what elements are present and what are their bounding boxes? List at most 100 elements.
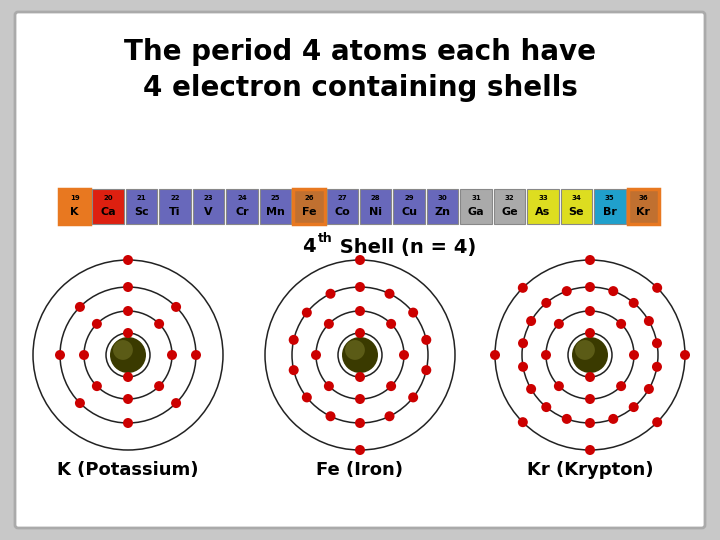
- Text: Mn: Mn: [266, 207, 285, 217]
- Text: Ge: Ge: [501, 207, 518, 217]
- Circle shape: [572, 337, 608, 373]
- Text: Cr: Cr: [235, 207, 248, 217]
- Text: K: K: [71, 207, 79, 217]
- Circle shape: [75, 398, 85, 408]
- Text: V: V: [204, 207, 213, 217]
- Text: Zn: Zn: [435, 207, 451, 217]
- Circle shape: [92, 381, 102, 391]
- Text: K (Potassium): K (Potassium): [58, 461, 199, 479]
- Circle shape: [355, 306, 365, 316]
- Bar: [260, 189, 291, 224]
- Text: Shell (n = 4): Shell (n = 4): [333, 238, 476, 256]
- Circle shape: [408, 308, 418, 318]
- Circle shape: [652, 283, 662, 293]
- Circle shape: [616, 381, 626, 391]
- Circle shape: [171, 302, 181, 312]
- Circle shape: [55, 350, 65, 360]
- Circle shape: [541, 402, 552, 412]
- Text: 24: 24: [237, 195, 247, 201]
- Circle shape: [585, 255, 595, 265]
- Bar: [193, 189, 224, 224]
- Bar: [327, 189, 358, 224]
- Circle shape: [652, 362, 662, 372]
- Circle shape: [79, 350, 89, 360]
- Circle shape: [585, 282, 595, 292]
- Circle shape: [325, 411, 336, 421]
- Bar: [293, 189, 325, 224]
- Circle shape: [289, 365, 299, 375]
- Circle shape: [562, 286, 572, 296]
- Circle shape: [652, 338, 662, 348]
- Circle shape: [324, 381, 334, 391]
- Circle shape: [421, 365, 431, 375]
- Circle shape: [113, 340, 133, 360]
- Text: 34: 34: [572, 195, 581, 201]
- Circle shape: [629, 350, 639, 360]
- Circle shape: [384, 411, 395, 421]
- Circle shape: [302, 393, 312, 402]
- Circle shape: [629, 402, 639, 412]
- Text: 4: 4: [302, 238, 316, 256]
- Circle shape: [518, 338, 528, 348]
- Bar: [159, 189, 191, 224]
- Circle shape: [345, 340, 365, 360]
- Circle shape: [526, 316, 536, 326]
- Circle shape: [526, 384, 536, 394]
- Circle shape: [554, 319, 564, 329]
- Circle shape: [490, 350, 500, 360]
- Circle shape: [325, 289, 336, 299]
- Text: Ga: Ga: [468, 207, 485, 217]
- Text: 29: 29: [405, 195, 414, 201]
- Text: th: th: [318, 233, 333, 246]
- Circle shape: [541, 298, 552, 308]
- Circle shape: [110, 337, 146, 373]
- Circle shape: [154, 319, 164, 329]
- Bar: [360, 189, 392, 224]
- Bar: [59, 189, 91, 224]
- Text: 36: 36: [639, 195, 648, 201]
- Text: 28: 28: [371, 195, 381, 201]
- Text: The period 4 atoms each have: The period 4 atoms each have: [124, 38, 596, 66]
- Bar: [494, 189, 525, 224]
- Text: 20: 20: [104, 195, 113, 201]
- Text: 26: 26: [304, 195, 314, 201]
- Circle shape: [123, 306, 133, 316]
- Circle shape: [585, 306, 595, 316]
- Circle shape: [289, 335, 299, 345]
- Circle shape: [386, 381, 396, 391]
- Text: 19: 19: [70, 195, 80, 201]
- Circle shape: [123, 255, 133, 265]
- Circle shape: [355, 328, 365, 338]
- Text: Kr: Kr: [636, 207, 650, 217]
- Circle shape: [355, 255, 365, 265]
- Bar: [561, 189, 592, 224]
- Text: As: As: [535, 207, 551, 217]
- Circle shape: [585, 445, 595, 455]
- Circle shape: [123, 418, 133, 428]
- FancyBboxPatch shape: [15, 12, 705, 528]
- Circle shape: [167, 350, 177, 360]
- Circle shape: [355, 418, 365, 428]
- Circle shape: [518, 417, 528, 427]
- Circle shape: [75, 302, 85, 312]
- Circle shape: [585, 418, 595, 428]
- Circle shape: [399, 350, 409, 360]
- Bar: [393, 189, 425, 224]
- Text: Kr (Krypton): Kr (Krypton): [527, 461, 653, 479]
- Text: 31: 31: [471, 195, 481, 201]
- Circle shape: [355, 372, 365, 382]
- Text: Cu: Cu: [401, 207, 417, 217]
- Text: Fe: Fe: [302, 207, 316, 217]
- Text: 27: 27: [338, 195, 347, 201]
- Circle shape: [652, 417, 662, 427]
- Circle shape: [421, 335, 431, 345]
- Bar: [92, 189, 124, 224]
- Text: Se: Se: [569, 207, 584, 217]
- Circle shape: [302, 308, 312, 318]
- Text: Ni: Ni: [369, 207, 382, 217]
- Circle shape: [585, 372, 595, 382]
- Circle shape: [123, 328, 133, 338]
- Circle shape: [644, 384, 654, 394]
- Circle shape: [123, 372, 133, 382]
- Circle shape: [575, 340, 595, 360]
